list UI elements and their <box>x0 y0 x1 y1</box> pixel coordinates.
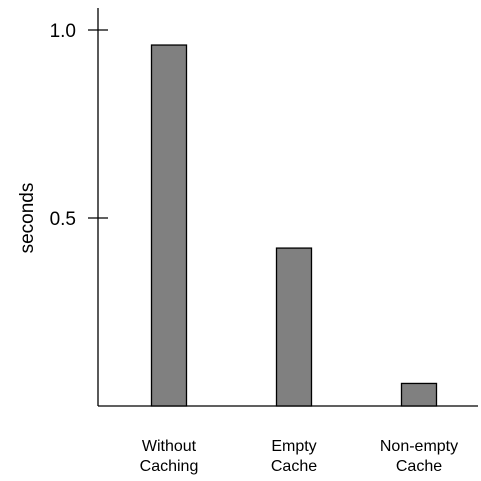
category-label-0: Without Caching <box>140 438 199 475</box>
category-label-0-line-0: Without <box>142 438 197 455</box>
bar-0 <box>150 44 188 407</box>
category-labels: Without Caching Empty Cache Non-empty Cache <box>140 438 458 475</box>
y-tick-label-1: 1.0 <box>50 21 76 42</box>
category-label-2-line-1: Cache <box>396 458 442 475</box>
bar-1 <box>275 247 313 407</box>
y-tick-label-0: 0.5 <box>50 209 76 230</box>
y-ticks: 0.5 1.0 <box>50 21 108 230</box>
category-label-1-line-1: Cache <box>271 458 317 475</box>
bar-2 <box>400 382 438 407</box>
y-axis-title: seconds <box>17 183 38 254</box>
category-label-0-line-1: Caching <box>140 458 199 475</box>
category-label-2-line-0: Non-empty <box>380 438 458 455</box>
bars <box>150 44 438 407</box>
category-label-1-line-0: Empty <box>271 438 316 455</box>
category-label-1: Empty Cache <box>271 438 317 475</box>
category-label-2: Non-empty Cache <box>380 438 458 475</box>
